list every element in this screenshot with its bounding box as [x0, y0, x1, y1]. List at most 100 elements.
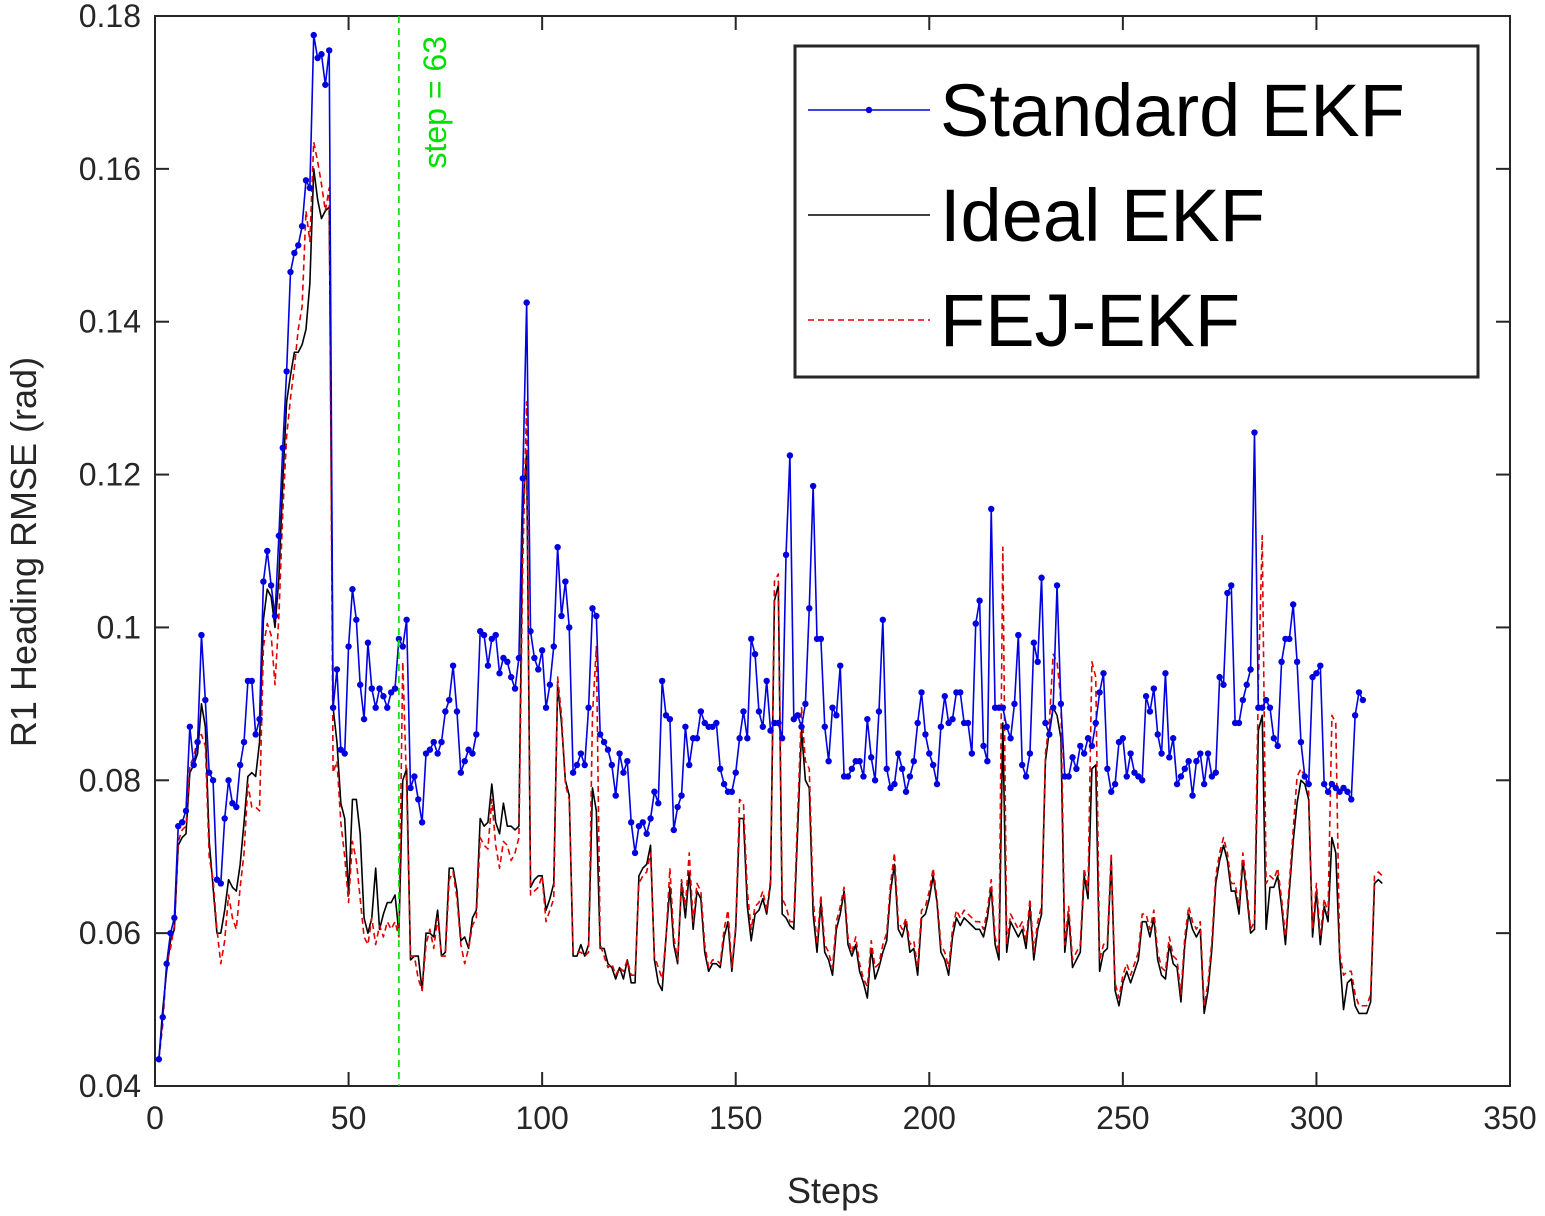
data-point	[837, 662, 844, 669]
data-point	[1127, 750, 1134, 757]
data-point	[473, 731, 480, 738]
data-point	[608, 761, 616, 769]
data-point	[624, 757, 631, 765]
data-point	[1007, 735, 1014, 742]
data-point	[1224, 589, 1231, 597]
data-point	[821, 723, 828, 730]
data-point	[1077, 742, 1084, 750]
data-point	[190, 761, 197, 769]
data-point	[356, 681, 364, 688]
data-point	[926, 750, 933, 757]
data-point	[1080, 750, 1088, 757]
data-point	[651, 788, 658, 795]
data-point	[1069, 754, 1076, 761]
data-point	[577, 750, 585, 757]
data-point	[202, 696, 209, 704]
data-point	[329, 704, 337, 711]
data-point	[1270, 735, 1278, 742]
data-point	[554, 543, 561, 551]
data-point	[809, 482, 817, 490]
data-point	[786, 452, 794, 459]
data-point	[1034, 658, 1041, 666]
data-point	[775, 719, 782, 727]
data-point	[1100, 670, 1107, 677]
data-point	[504, 658, 511, 666]
data-point	[972, 620, 979, 627]
data-point	[326, 47, 333, 54]
data-point	[1088, 742, 1096, 750]
data-point	[1154, 731, 1161, 738]
data-point	[879, 616, 887, 623]
data-point	[507, 673, 515, 681]
data-point	[933, 780, 941, 788]
data-point	[194, 738, 201, 746]
data-point	[550, 643, 557, 650]
data-point	[523, 299, 530, 306]
data-point	[1200, 780, 1208, 788]
data-point	[643, 830, 650, 837]
data-point	[1123, 773, 1130, 780]
data-point	[976, 597, 983, 604]
data-point	[291, 249, 298, 257]
annotation-layer: step = 63	[398, 16, 453, 1086]
data-point	[693, 735, 701, 742]
data-point	[264, 547, 271, 555]
data-point	[1073, 765, 1080, 773]
data-point	[957, 689, 964, 696]
data-point	[542, 704, 550, 711]
data-point	[155, 1056, 163, 1063]
data-point	[883, 765, 890, 773]
data-point	[616, 750, 623, 757]
x-tick-label: 100	[515, 1100, 568, 1136]
data-point	[360, 715, 368, 723]
data-point	[298, 222, 306, 230]
data-point	[1301, 773, 1309, 780]
data-point	[964, 719, 972, 727]
data-point	[167, 929, 174, 937]
data-point	[1053, 582, 1061, 589]
data-point	[763, 677, 770, 685]
data-point	[1015, 631, 1022, 639]
data-point	[755, 708, 763, 715]
y-tick-label: 0.1	[97, 609, 141, 645]
data-point	[1290, 601, 1297, 608]
data-point	[1146, 708, 1154, 715]
data-point	[233, 803, 240, 811]
data-point	[240, 738, 248, 746]
data-point	[217, 880, 225, 887]
y-axis: 0.04 0.06 0.08 0.1 0.12 0.14 0.16 0.18	[79, 0, 1510, 1104]
data-point	[562, 578, 569, 585]
data-point	[720, 780, 728, 788]
data-point	[829, 704, 836, 711]
data-point	[275, 532, 283, 539]
data-point	[1049, 704, 1057, 711]
data-point	[349, 586, 356, 593]
data-point	[674, 803, 681, 811]
data-point	[1011, 700, 1018, 708]
data-point	[1344, 788, 1351, 795]
data-point	[647, 815, 654, 822]
series-standard-ekf	[155, 31, 1367, 1063]
data-point	[566, 624, 573, 631]
data-point	[593, 612, 600, 620]
x-tick-label: 200	[903, 1100, 956, 1136]
data-point	[1150, 685, 1158, 692]
data-point	[209, 777, 217, 784]
data-point	[434, 750, 441, 757]
data-point	[1038, 574, 1045, 581]
data-point	[163, 960, 170, 967]
data-point	[538, 647, 546, 654]
data-point	[1185, 757, 1192, 765]
data-point	[353, 616, 360, 623]
data-point	[341, 750, 348, 757]
y-tick-label: 0.18	[79, 0, 141, 34]
data-point	[980, 742, 987, 750]
x-tick-label: 0	[146, 1100, 164, 1136]
data-point	[442, 708, 449, 715]
data-point	[1173, 780, 1181, 788]
y-tick-label: 0.16	[79, 151, 141, 187]
data-point	[802, 700, 809, 708]
data-point	[426, 746, 434, 753]
data-point	[1351, 712, 1359, 719]
